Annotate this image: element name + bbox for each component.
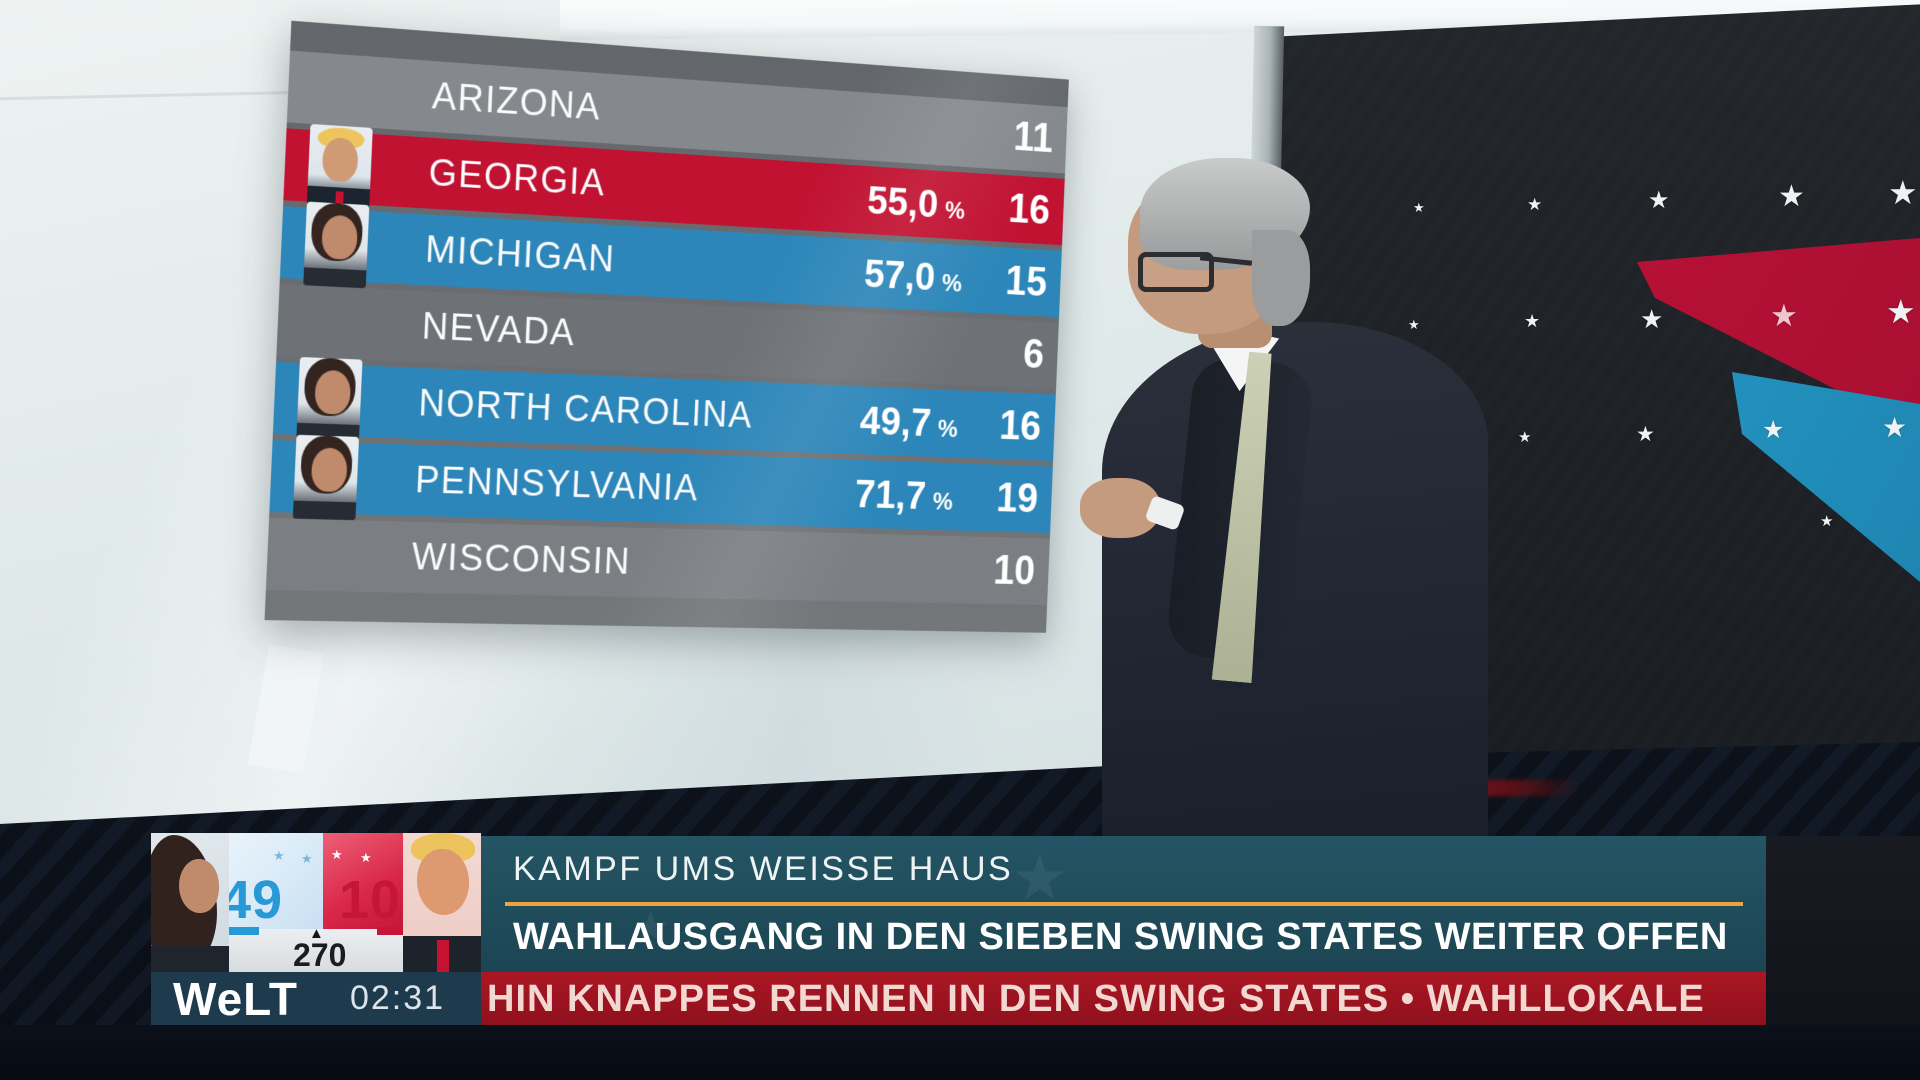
threshold-value: 270 xyxy=(293,937,347,972)
harris-photo xyxy=(292,434,360,521)
trump-photo xyxy=(403,833,481,972)
percent-value: 49,7% xyxy=(859,397,959,445)
electoral-votes: 19 xyxy=(995,474,1039,522)
star-icon: ★ xyxy=(1820,513,1834,530)
harris-photo xyxy=(151,833,229,972)
swing-states-board: ARIZONA 11 GEORGIA 55,0% 16 MICHIGAN 57,… xyxy=(264,20,1069,633)
star-icon: ★ xyxy=(360,850,372,865)
star-icon: ★ xyxy=(1770,298,1798,333)
presenter-suit xyxy=(1102,322,1488,842)
electoral-votes: 11 xyxy=(1012,113,1054,162)
channel-bar: WeLT 02:31 xyxy=(151,972,481,1025)
star-icon: ★ xyxy=(331,847,343,862)
star-icon: ★ xyxy=(1888,174,1918,211)
star-icon: ★ xyxy=(1640,304,1664,334)
state-label: WISCONSIN xyxy=(410,536,632,583)
electoral-scoreboard: ★ ★ ★ ★ 49 101 ▲ 270 xyxy=(151,833,481,972)
news-ticker: HIN KNAPPES RENNEN IN DEN SWING STATES •… xyxy=(481,972,1766,1027)
kicker-text: KAMPF UMS WEISSE HAUS xyxy=(513,850,1014,888)
state-label: NEVADA xyxy=(421,305,577,354)
trump-underline xyxy=(377,927,415,935)
percent-value xyxy=(757,96,969,156)
state-label: MICHIGAN xyxy=(424,228,617,280)
star-icon: ★ xyxy=(1011,842,1069,914)
star-icon: ★ xyxy=(1413,200,1425,215)
threshold-marker-icon: ▲ xyxy=(309,925,324,942)
state-label: PENNSYLVANIA xyxy=(414,459,700,509)
percent-value: 71,7% xyxy=(853,471,954,518)
state-label: NORTH CAROLINA xyxy=(417,382,754,436)
percent-value xyxy=(747,319,959,374)
harris-photo xyxy=(303,201,370,289)
electoral-votes: 16 xyxy=(998,402,1042,450)
table-row-wisconsin: WISCONSIN 10 xyxy=(265,517,1050,606)
electoral-votes: 10 xyxy=(992,547,1036,594)
star-icon: ★ xyxy=(631,903,671,952)
banner-divider xyxy=(505,902,1743,906)
star-icon: ★ xyxy=(1408,317,1420,332)
star-icon: ★ xyxy=(1636,423,1655,446)
star-icon: ★ xyxy=(1524,311,1541,331)
trump-photo xyxy=(306,123,373,212)
electoral-votes: 16 xyxy=(1007,185,1051,234)
star-icon: ★ xyxy=(1527,195,1543,214)
percent-value: 55,0% xyxy=(866,177,966,226)
electoral-votes: 6 xyxy=(1022,331,1045,378)
star-icon: ★ xyxy=(273,848,285,863)
ticker-text: HIN KNAPPES RENNEN IN DEN SWING STATES •… xyxy=(487,978,1705,1020)
harris-photo xyxy=(296,356,363,443)
headline-banner: ★ ★ KAMPF UMS WEISSE HAUS WAHLAUSGANG IN… xyxy=(481,836,1766,972)
studio-right-shadow xyxy=(1766,836,1920,1036)
state-label: GEORGIA xyxy=(427,151,607,204)
star-icon: ★ xyxy=(301,851,313,866)
presenter-hair-back xyxy=(1252,230,1310,326)
star-icon: ★ xyxy=(1762,416,1785,444)
welt-logo: WeLT xyxy=(173,972,298,1025)
star-icon: ★ xyxy=(1882,412,1908,443)
presenter-hands xyxy=(1080,478,1160,538)
electoral-votes: 15 xyxy=(1004,257,1048,306)
star-icon: ★ xyxy=(1886,293,1916,330)
star-icon: ★ xyxy=(1778,180,1805,213)
harris-electoral-count: 49 xyxy=(221,870,284,930)
star-icon: ★ xyxy=(1648,187,1670,214)
headline-text: WAHLAUSGANG IN DEN SIEBEN SWING STATES W… xyxy=(513,916,1728,958)
percent-value xyxy=(738,542,951,592)
bottom-desk-strip xyxy=(0,1025,1920,1080)
percent-value: 57,0% xyxy=(863,250,963,299)
harris-underline xyxy=(225,927,259,935)
star-icon: ★ xyxy=(1518,429,1532,446)
state-label: ARIZONA xyxy=(431,75,602,128)
clock: 02:31 xyxy=(349,979,446,1017)
